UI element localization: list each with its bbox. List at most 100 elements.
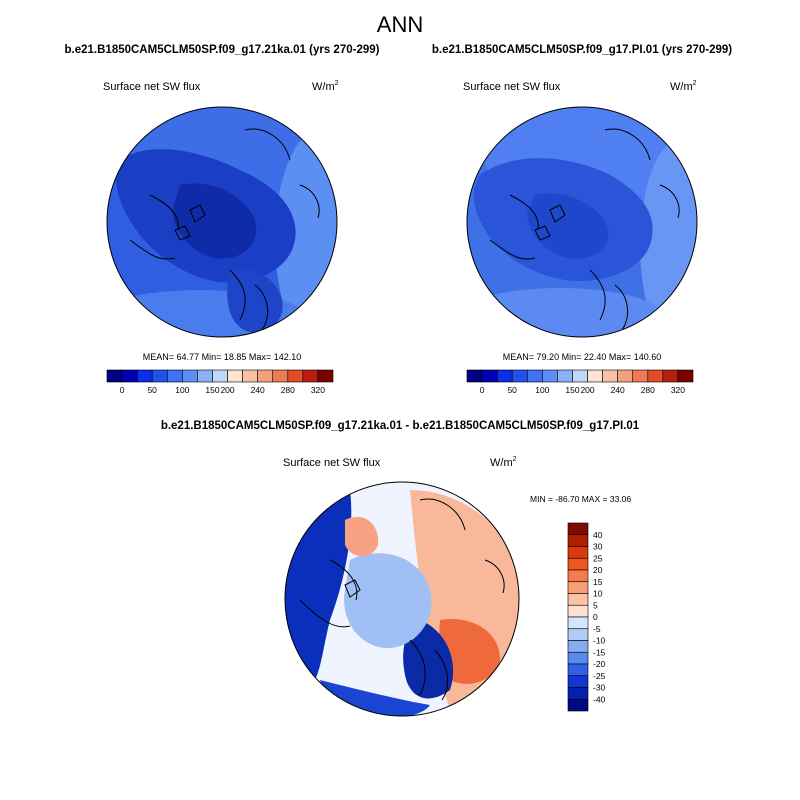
colorbar-diff-swatch bbox=[567, 640, 589, 653]
colorbar-pi-swatch bbox=[617, 369, 634, 383]
colorbar-diff-swatch bbox=[567, 534, 589, 547]
colorbar-pi-swatch bbox=[542, 369, 558, 383]
map-pi-core bbox=[527, 193, 609, 259]
panel-pi-case-title: b.e21.B1850CAM5CLM50SP.f09_g17.PI.01 (yr… bbox=[432, 44, 732, 56]
panel-21ka-mean-value: 64.77 bbox=[177, 352, 200, 362]
map-pi bbox=[466, 106, 698, 338]
colorbar-diff-swatch bbox=[567, 604, 589, 618]
diff-title: b.e21.B1850CAM5CLM50SP.f09_g17.21ka.01 -… bbox=[161, 420, 640, 432]
map-diff-center-light bbox=[344, 553, 432, 649]
panel-21ka-stats: MEAN= 64.77 Min= 18.85 Max= 142.10 bbox=[143, 352, 301, 362]
colorbar-diff-swatch bbox=[567, 651, 589, 665]
colorbar-diff-swatch bbox=[567, 557, 589, 571]
main-title: ANN bbox=[377, 12, 423, 37]
colorbar-diff-tick-label: -30 bbox=[593, 683, 606, 693]
colorbar-diff-swatch bbox=[567, 593, 589, 606]
panel-pi-variable: Surface net SW flux bbox=[463, 81, 561, 93]
colorbar-21ka-tick-label: 50 bbox=[147, 385, 157, 395]
diff-variable: Surface net SW flux bbox=[283, 457, 381, 469]
map-diff-siberia-cold bbox=[403, 620, 454, 699]
colorbar-21ka-swatch bbox=[257, 369, 274, 383]
map-diff-greenland-warm bbox=[345, 516, 379, 557]
colorbar-diff-swatch bbox=[567, 522, 589, 536]
colorbar-pi-swatch bbox=[557, 369, 573, 383]
colorbar-diff-swatch bbox=[567, 698, 589, 712]
panel-pi-max-value: 140.60 bbox=[634, 352, 662, 362]
colorbar-diff-tick-label: 40 bbox=[593, 530, 603, 540]
colorbar-21ka-swatch bbox=[136, 369, 153, 383]
colorbar-diff-swatch bbox=[567, 663, 589, 677]
colorbar-diff-swatch bbox=[567, 628, 589, 641]
map-diff-border bbox=[284, 481, 520, 717]
colorbar-21ka-swatch bbox=[121, 369, 138, 383]
map-diff-coast bbox=[299, 498, 505, 701]
colorbar-21ka-swatch bbox=[212, 369, 228, 383]
colorbar-21ka-swatch bbox=[287, 369, 304, 383]
map-pi-south-light bbox=[467, 288, 665, 337]
colorbar-pi-tick-label: 0 bbox=[480, 385, 485, 395]
colorbar-diff-tick-label: 0 bbox=[593, 612, 598, 622]
diff-units: W/m2 bbox=[490, 456, 517, 469]
diff-minmax: MIN = -86.70 MAX = 33.06 bbox=[530, 494, 631, 504]
colorbar-diff-swatch bbox=[567, 675, 589, 688]
panel-pi-min-value: 22.40 bbox=[584, 352, 607, 362]
colorbar-pi-tick-label: 240 bbox=[611, 385, 625, 395]
colorbar-pi-swatch bbox=[481, 369, 498, 383]
colorbar-diff-tick-label: 30 bbox=[593, 542, 603, 552]
colorbar-21ka-tick-label: 240 bbox=[251, 385, 265, 395]
map-diff bbox=[284, 481, 520, 717]
colorbar-pi-swatch bbox=[677, 369, 694, 383]
panel-21ka-units: W/m2 bbox=[312, 80, 339, 93]
colorbar-diff-swatch bbox=[567, 616, 589, 630]
colorbar-pi-swatch bbox=[662, 369, 679, 383]
colorbar-21ka: 0 50 100 150 200 240 280 320 bbox=[106, 369, 334, 395]
colorbar-pi-tick-label: 50 bbox=[507, 385, 517, 395]
colorbar-pi-tick-label: 100 bbox=[535, 385, 549, 395]
panel-pi-units-sup: 2 bbox=[693, 80, 697, 87]
colorbar-21ka-tick-label: 150 bbox=[205, 385, 219, 395]
panel-21ka-max-value: 142.10 bbox=[274, 352, 302, 362]
colorbar-pi-swatch bbox=[466, 369, 483, 383]
panel-pi-stats: MEAN= 79.20 Min= 22.40 Max= 140.60 bbox=[503, 352, 661, 362]
map-21ka-east-light bbox=[275, 130, 337, 337]
colorbar-pi-swatch bbox=[602, 369, 618, 383]
panel-21ka-variable: Surface net SW flux bbox=[103, 81, 201, 93]
colorbar-21ka-swatch bbox=[242, 369, 258, 383]
panel-pi-min-label: Min= bbox=[562, 352, 582, 362]
colorbar-pi-swatch bbox=[496, 369, 513, 383]
colorbar-21ka-swatch bbox=[151, 369, 168, 383]
colorbar-pi-swatch bbox=[526, 369, 543, 383]
colorbar-21ka-swatch bbox=[302, 369, 319, 383]
panel-21ka-case-title: b.e21.B1850CAM5CLM50SP.f09_g17.21ka.01 (… bbox=[65, 44, 380, 56]
colorbar-21ka-swatch bbox=[317, 369, 334, 383]
colorbar-21ka-tick-label: 0 bbox=[120, 385, 125, 395]
colorbar-21ka-tick-label: 280 bbox=[281, 385, 295, 395]
panel-pi-units-base: W/m bbox=[670, 81, 693, 93]
map-21ka-core bbox=[172, 183, 257, 259]
map-pi-border bbox=[466, 106, 698, 338]
map-21ka-border bbox=[106, 106, 338, 338]
colorbar-21ka-tick-label: 200 bbox=[220, 385, 234, 395]
map-21ka-coast bbox=[129, 128, 320, 331]
colorbar-diff-swatch bbox=[567, 581, 589, 594]
colorbar-diff-tick-label: 5 bbox=[593, 600, 598, 610]
map-pi-east-light bbox=[640, 140, 697, 337]
colorbar-pi-swatch bbox=[572, 369, 588, 383]
colorbar-diff-tick-label: 20 bbox=[593, 565, 603, 575]
colorbar-21ka-swatch bbox=[166, 369, 183, 383]
panel-pi: b.e21.B1850CAM5CLM50SP.f09_g17.PI.01 (yr… bbox=[432, 44, 732, 395]
panel-pi-mean-label: MEAN= bbox=[503, 352, 534, 362]
panel-21ka-min-label: Min= bbox=[202, 352, 222, 362]
panel-21ka-units-base: W/m bbox=[312, 81, 335, 93]
colorbar-diff-tick-label: 25 bbox=[593, 553, 603, 563]
colorbar-21ka-swatch bbox=[182, 369, 198, 383]
panel-21ka-mean-label: MEAN= bbox=[143, 352, 174, 362]
panel-diff: b.e21.B1850CAM5CLM50SP.f09_g17.21ka.01 -… bbox=[161, 420, 640, 717]
colorbar-diff-swatch bbox=[567, 546, 589, 559]
colorbar-diff-tick-label: 10 bbox=[593, 589, 603, 599]
colorbar-diff-tick-label: -40 bbox=[593, 694, 606, 704]
colorbar-diff-tick-label: -25 bbox=[593, 671, 606, 681]
colorbar-pi-swatch bbox=[511, 369, 528, 383]
